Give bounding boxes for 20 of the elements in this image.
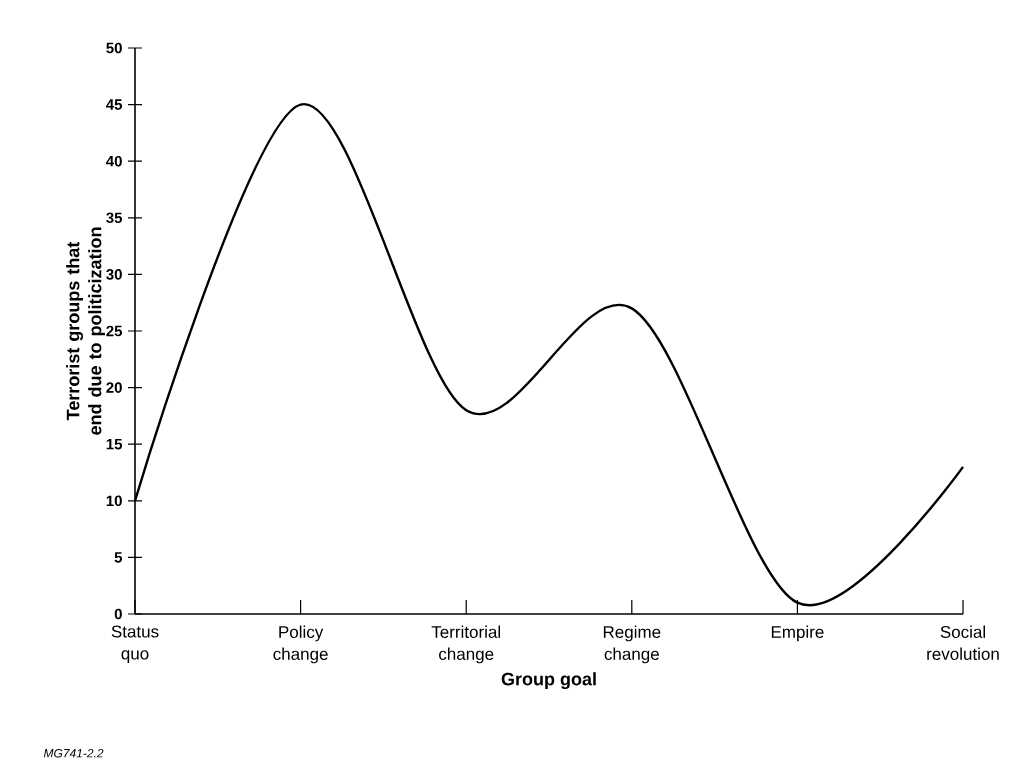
text: MG741-2.2	[43, 748, 104, 758]
x-axis-title: Group goal	[501, 672, 596, 690]
y-tick-label: 5	[114, 552, 123, 563]
y-tick-label: 10	[106, 495, 122, 507]
y-tick-label: 45	[106, 99, 123, 110]
y-tick-label: 30	[106, 269, 122, 280]
y-tick-label: 25	[106, 325, 123, 337]
y-tick-label: 0	[114, 608, 122, 620]
x-tick-label: Territorial change	[431, 625, 501, 664]
y-axis-title: Terrorist groups that end due to politicization	[66, 227, 105, 435]
y-tick-label: 15	[106, 438, 123, 450]
y-tick-label: 40	[106, 155, 122, 167]
x-tick-label: Status quo	[111, 625, 159, 663]
x-tick-label: Empire	[771, 625, 824, 642]
x-tick-label: Regime change	[603, 625, 661, 664]
y-tick-label: 35	[106, 212, 123, 224]
x-tick-label: Social revolution	[927, 625, 999, 661]
y-tick-label: 20	[106, 382, 122, 393]
x-tick-label: Policy change	[273, 625, 328, 664]
y-tick-label: 50	[106, 42, 122, 54]
